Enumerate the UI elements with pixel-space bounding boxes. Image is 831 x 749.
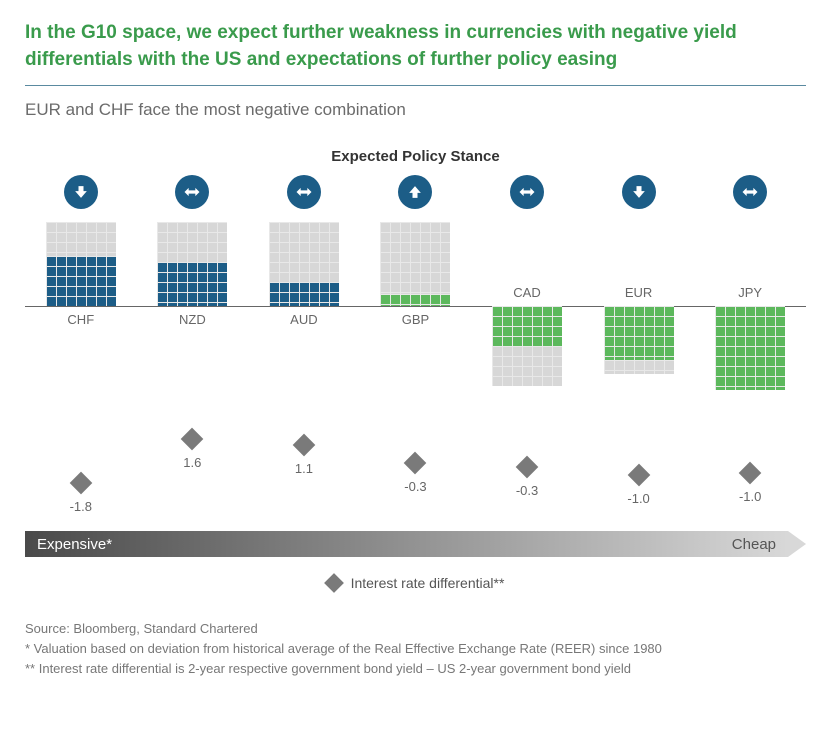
currency-label: AUD [290, 312, 317, 327]
bar-col: CHF [36, 221, 126, 391]
diamond-icon [293, 434, 316, 457]
legend: Interest rate differential** [25, 575, 806, 591]
diff-value: 1.1 [295, 461, 313, 476]
arrow-flat-icon [287, 175, 321, 209]
footnote-1: * Valuation based on deviation from hist… [25, 639, 806, 659]
currency-label: NZD [179, 312, 206, 327]
diff-col: 1.6 [147, 397, 237, 527]
policy-icon-col [370, 175, 460, 209]
policy-icon-col [594, 175, 684, 209]
arrow-up-icon [398, 175, 432, 209]
policy-icon-col [705, 175, 795, 209]
bar-col: AUD [259, 221, 349, 391]
diff-value: -0.3 [404, 479, 426, 494]
currency-label: CAD [513, 285, 540, 300]
bar-col: JPY [705, 221, 795, 391]
arrow-flat-icon [733, 175, 767, 209]
diamond-icon [69, 472, 92, 495]
diff-value: -0.3 [516, 483, 538, 498]
diff-value: -1.8 [70, 499, 92, 514]
chart-title: Expected Policy Stance [25, 148, 806, 165]
diamond-icon [324, 573, 344, 593]
diff-col: -1.8 [36, 397, 126, 527]
arrow-down-icon [622, 175, 656, 209]
valuation-gradient: Expensive* Cheap [25, 531, 806, 557]
arrow-flat-icon [510, 175, 544, 209]
chart: CHF NZD AUD GBP CAD EUR JPY -1.8 1.6 1.1 -0.3 -0.3… [25, 175, 806, 591]
currency-label: EUR [625, 285, 652, 300]
policy-icon-col [482, 175, 572, 209]
bar-col: GBP [370, 221, 460, 391]
diamond-icon [516, 456, 539, 479]
gradient-left-label: Expensive* [37, 536, 112, 553]
diff-col: 1.1 [259, 397, 349, 527]
diff-col: -1.0 [594, 397, 684, 527]
policy-icon-col [36, 175, 126, 209]
footnote-source: Source: Bloomberg, Standard Chartered [25, 619, 806, 639]
subtitle: EUR and CHF face the most negative combi… [25, 100, 806, 120]
currency-label: JPY [738, 285, 762, 300]
policy-icon-col [147, 175, 237, 209]
diff-value: -1.0 [627, 491, 649, 506]
footnotes: Source: Bloomberg, Standard Chartered * … [25, 619, 806, 679]
diamond-icon [404, 452, 427, 475]
gradient-right-label: Cheap [732, 536, 776, 553]
diff-col: -1.0 [705, 397, 795, 527]
arrow-down-icon [64, 175, 98, 209]
diff-col: -0.3 [370, 397, 460, 527]
legend-label: Interest rate differential** [351, 575, 505, 591]
footnote-2: ** Interest rate differential is 2-year … [25, 659, 806, 679]
currency-label: GBP [402, 312, 429, 327]
arrow-flat-icon [175, 175, 209, 209]
gradient-arrow-icon [788, 531, 806, 557]
page-title: In the G10 space, we expect further weak… [25, 20, 806, 73]
currency-label: CHF [67, 312, 94, 327]
bar-col: NZD [147, 221, 237, 391]
diamond-icon [181, 428, 204, 451]
diff-value: -1.0 [739, 489, 761, 504]
diff-value: 1.6 [183, 455, 201, 470]
policy-icon-col [259, 175, 349, 209]
bar-col: CAD [482, 221, 572, 391]
bar-col: EUR [594, 221, 684, 391]
diamond-icon [739, 462, 762, 485]
diff-col: -0.3 [482, 397, 572, 527]
divider [25, 85, 806, 86]
diamond-icon [627, 464, 650, 487]
